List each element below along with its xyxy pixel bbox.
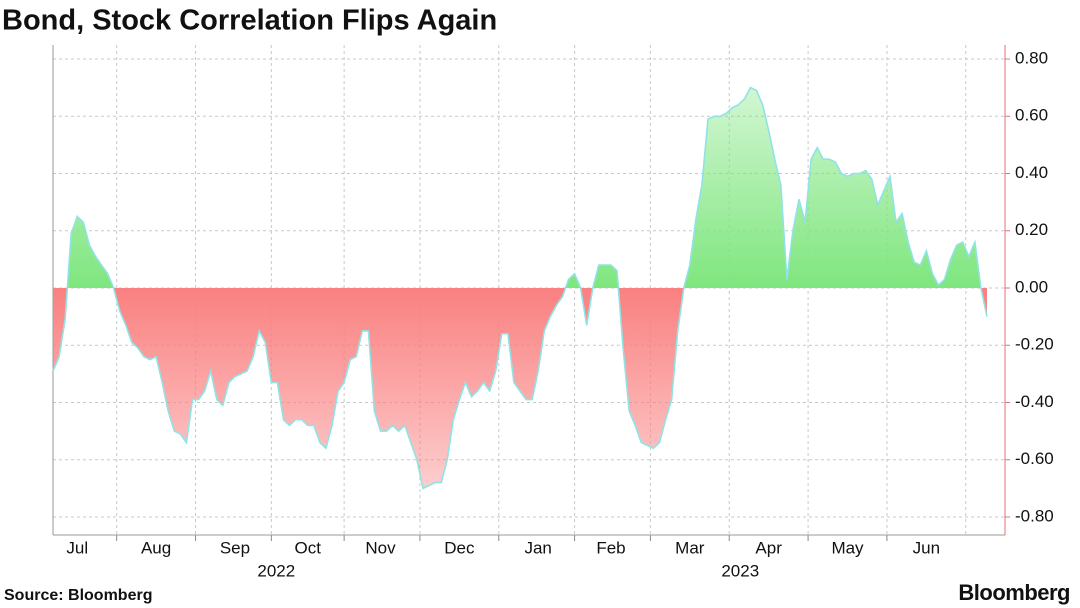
y-tick-label: -0.40	[1015, 392, 1054, 411]
y-tick-label: -0.20	[1015, 335, 1054, 354]
x-tick-label: May	[831, 538, 864, 557]
y-tick-label: 0.40	[1015, 163, 1048, 182]
source-note: Source: Bloomberg	[4, 587, 152, 604]
y-tick-label: -0.60	[1015, 449, 1054, 468]
y-tick-label: 0.80	[1015, 48, 1048, 67]
area	[53, 87, 987, 489]
x-tick-label: Apr	[755, 538, 782, 557]
x-tick-label: Nov	[365, 538, 396, 557]
year-label: 2023	[721, 561, 759, 580]
y-tick-label: 0.60	[1015, 106, 1048, 125]
x-tick-label: Feb	[596, 538, 625, 557]
chart-title: Bond, Stock Correlation Flips Again	[2, 5, 497, 37]
y-tick-label: 0.00	[1015, 277, 1048, 296]
x-tick-label: Dec	[444, 538, 475, 557]
x-tick-label: Aug	[141, 538, 171, 557]
year-label: 2022	[257, 561, 295, 580]
line	[52, 86, 988, 490]
x-tick-label: Mar	[675, 538, 705, 557]
x-tick-label: Jan	[524, 538, 551, 557]
y-tick-label: -0.80	[1015, 506, 1054, 525]
x-tick-label: Jun	[913, 538, 940, 557]
x-tick-label: Jul	[66, 538, 88, 557]
x-tick-label: Sep	[220, 538, 250, 557]
y-tick-label: 0.20	[1015, 220, 1048, 239]
logo: Bloomberg	[958, 580, 1070, 605]
x-tick-label: Oct	[295, 538, 322, 557]
